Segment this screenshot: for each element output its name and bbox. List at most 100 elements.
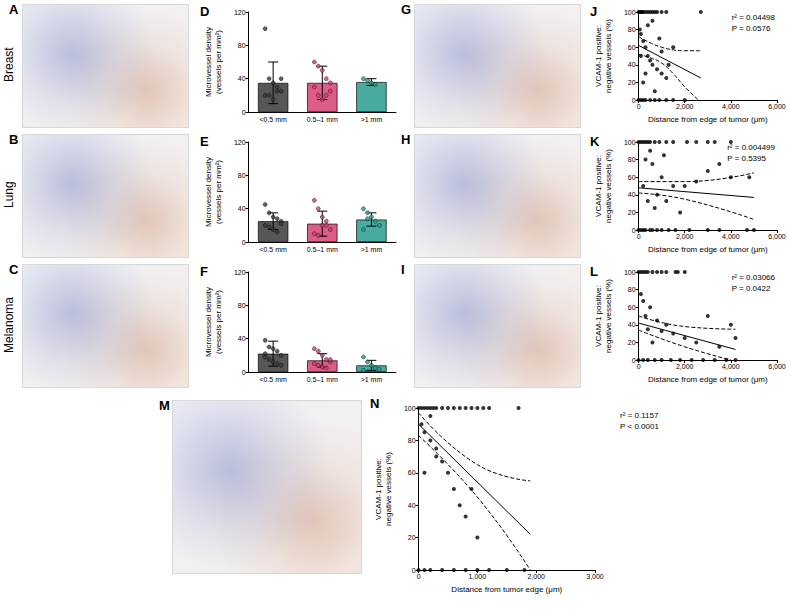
svg-text:100: 100	[624, 269, 636, 276]
svg-text:VCAM-1 positive:: VCAM-1 positive:	[594, 285, 603, 347]
svg-text:P = 0.0422: P = 0.0422	[732, 284, 771, 293]
svg-text:0: 0	[637, 233, 641, 240]
svg-text:Distance from edge of tumor (μ: Distance from edge of tumor (μm)	[648, 375, 768, 384]
svg-text:E: E	[200, 134, 209, 149]
svg-text:20: 20	[628, 79, 636, 86]
svg-text:0.5–1 mm: 0.5–1 mm	[307, 246, 338, 253]
svg-text:60: 60	[408, 469, 416, 476]
svg-text:P = 0.0576: P = 0.0576	[732, 24, 771, 33]
svg-text:40: 40	[408, 502, 416, 509]
svg-text:80: 80	[628, 156, 636, 163]
svg-text:40: 40	[628, 61, 636, 68]
svg-text:40: 40	[238, 335, 246, 342]
html-text:M: M	[159, 398, 170, 413]
svg-text:negative vessels (%): negative vessels (%)	[384, 452, 393, 526]
svg-text:Microvessel density: Microvessel density	[204, 287, 213, 357]
svg-text:4,000: 4,000	[722, 103, 740, 110]
svg-text:60: 60	[628, 174, 636, 181]
svg-text:>1 mm: >1 mm	[361, 246, 383, 253]
svg-text:F: F	[200, 264, 208, 279]
svg-text:4,000: 4,000	[722, 233, 740, 240]
svg-text:100: 100	[624, 9, 636, 16]
html-text:Lung: Lung	[2, 181, 16, 209]
svg-text:6,000: 6,000	[768, 363, 786, 370]
svg-text:Distance from tumor edge (μm): Distance from tumor edge (μm)	[451, 585, 562, 594]
svg-text:4,000: 4,000	[722, 363, 740, 370]
svg-text:60: 60	[628, 44, 636, 51]
svg-text:0: 0	[637, 363, 641, 370]
svg-text:6,000: 6,000	[768, 233, 786, 240]
svg-text:negative vessels (%): negative vessels (%)	[604, 19, 613, 93]
svg-text:20: 20	[628, 339, 636, 346]
svg-text:r² = 0.04498: r² = 0.04498	[732, 13, 776, 22]
svg-text:Microvessel density: Microvessel density	[204, 27, 213, 97]
svg-text:0: 0	[242, 369, 246, 376]
svg-text:<0.5 mm: <0.5 mm	[259, 376, 287, 383]
svg-text:L: L	[590, 264, 598, 279]
svg-text:D: D	[200, 4, 209, 19]
svg-text:2,000: 2,000	[676, 233, 694, 240]
svg-text:0: 0	[242, 239, 246, 246]
svg-text:(vessels per mm²): (vessels per mm²)	[214, 30, 223, 94]
svg-text:K: K	[590, 134, 600, 149]
svg-text:>1 mm: >1 mm	[361, 116, 383, 123]
svg-text:40: 40	[628, 191, 636, 198]
svg-text:0: 0	[242, 109, 246, 116]
svg-text:80: 80	[238, 172, 246, 179]
svg-text:negative vessels (%): negative vessels (%)	[604, 149, 613, 223]
svg-text:6,000: 6,000	[768, 103, 786, 110]
svg-text:20: 20	[408, 534, 416, 541]
svg-text:3,000: 3,000	[586, 573, 604, 580]
svg-text:120: 120	[234, 9, 246, 16]
html-text:Breast: Breast	[2, 47, 16, 83]
svg-text:r² = 0.004499: r² = 0.004499	[727, 143, 775, 152]
svg-text:1,000: 1,000	[469, 573, 487, 580]
svg-text:2,000: 2,000	[527, 573, 545, 580]
svg-text:>1 mm: >1 mm	[361, 376, 383, 383]
svg-text:(vessels per mm²): (vessels per mm²)	[214, 160, 223, 224]
svg-text:N: N	[370, 396, 379, 411]
svg-text:60: 60	[628, 304, 636, 311]
svg-text:80: 80	[408, 437, 416, 444]
svg-text:120: 120	[234, 269, 246, 276]
svg-text:<0.5 mm: <0.5 mm	[259, 116, 287, 123]
svg-text:r² = 0.03066: r² = 0.03066	[732, 273, 776, 282]
svg-text:80: 80	[628, 26, 636, 33]
svg-text:40: 40	[238, 75, 246, 82]
svg-text:20: 20	[628, 209, 636, 216]
svg-text:0: 0	[417, 573, 421, 580]
svg-text:Microvessel density: Microvessel density	[204, 157, 213, 227]
svg-text:0.5–1 mm: 0.5–1 mm	[307, 376, 338, 383]
svg-text:100: 100	[624, 139, 636, 146]
svg-text:0: 0	[632, 227, 636, 234]
svg-text:120: 120	[234, 139, 246, 146]
svg-text:r² = 0.1157: r² = 0.1157	[620, 411, 659, 420]
svg-text:VCAM-1 positive:: VCAM-1 positive:	[374, 458, 383, 520]
svg-text:80: 80	[238, 302, 246, 309]
svg-text:100: 100	[404, 405, 416, 412]
svg-text:40: 40	[628, 321, 636, 328]
svg-text:40: 40	[238, 205, 246, 212]
svg-text:(vessels per mm²): (vessels per mm²)	[214, 290, 223, 354]
svg-text:J: J	[590, 4, 597, 19]
svg-text:80: 80	[238, 42, 246, 49]
svg-text:0: 0	[412, 567, 416, 574]
svg-text:Distance from edge of tumor (μ: Distance from edge of tumor (μm)	[648, 115, 768, 124]
svg-text:P = 0.5395: P = 0.5395	[727, 154, 766, 163]
html-text:Melanoma: Melanoma	[2, 297, 16, 353]
html-text:A: A	[9, 2, 19, 17]
svg-text:0: 0	[632, 97, 636, 104]
svg-text:VCAM-1 positive:: VCAM-1 positive:	[594, 25, 603, 87]
svg-text:2,000: 2,000	[676, 363, 694, 370]
html-text:G: G	[401, 2, 412, 17]
svg-text:0: 0	[632, 357, 636, 364]
svg-text:0: 0	[637, 103, 641, 110]
svg-text:VCAM-1 positive:: VCAM-1 positive:	[594, 155, 603, 217]
svg-text:80: 80	[628, 286, 636, 293]
svg-text:negative vessels (%): negative vessels (%)	[604, 279, 613, 353]
svg-text:2,000: 2,000	[676, 103, 694, 110]
svg-text:Distance from edge of tumor (μ: Distance from edge of tumor (μm)	[648, 245, 768, 254]
svg-text:<0.5 mm: <0.5 mm	[259, 246, 287, 253]
svg-text:0.5–1 mm: 0.5–1 mm	[307, 116, 338, 123]
svg-text:P < 0.0001: P < 0.0001	[620, 422, 659, 431]
